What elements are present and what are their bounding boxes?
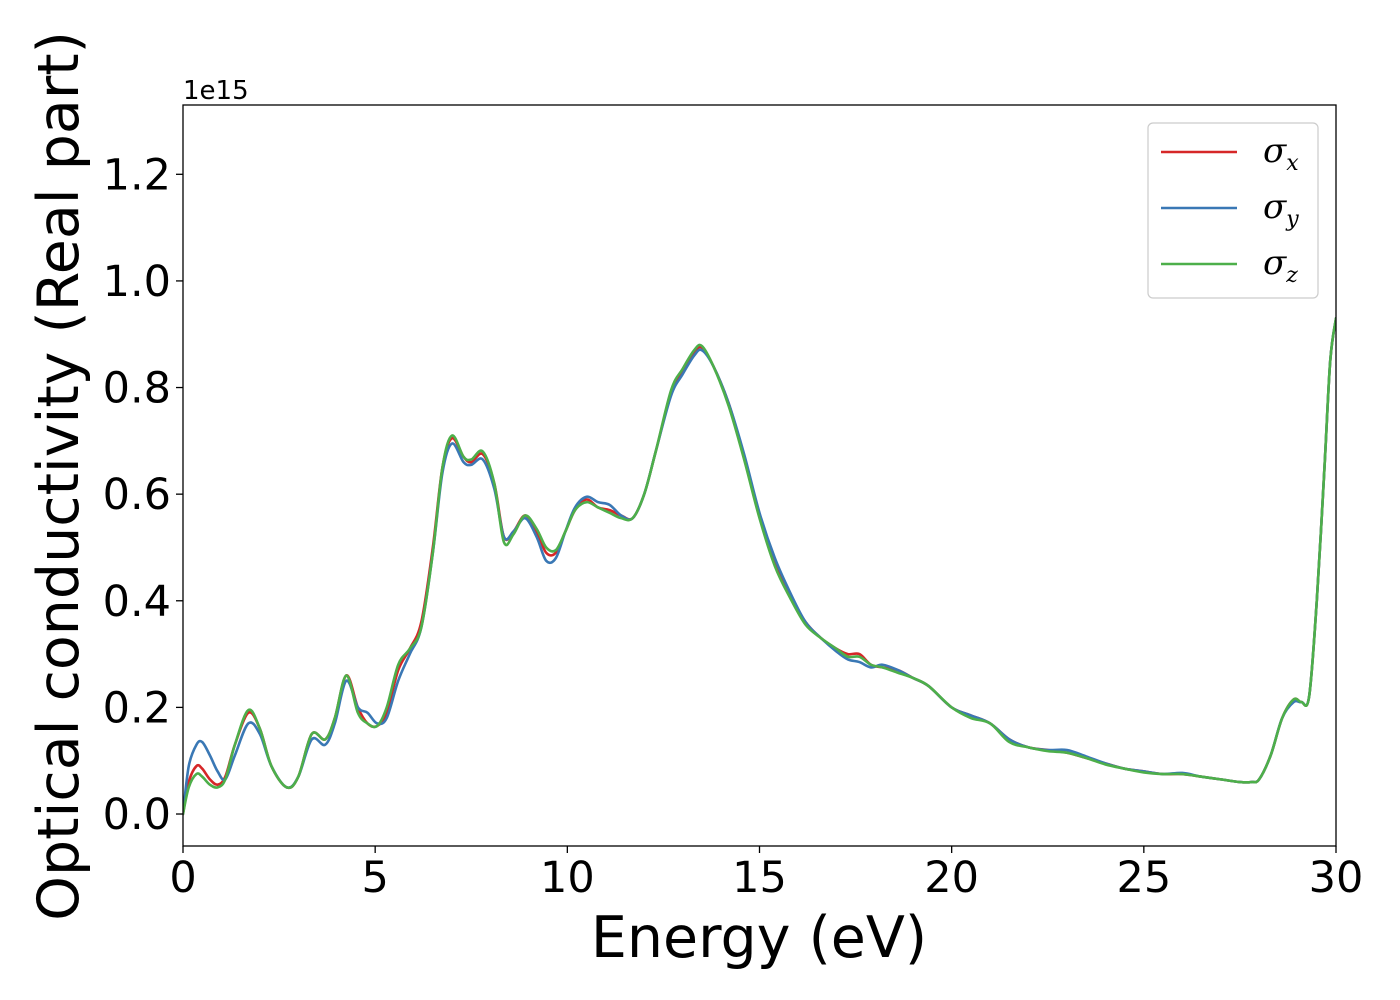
legend-label-symbol: σ	[1263, 187, 1287, 227]
x-tick-label: 10	[540, 853, 595, 903]
series-layer	[183, 316, 1336, 816]
legend-label-subscript: z	[1285, 263, 1298, 288]
x-tick-label: 15	[732, 853, 787, 903]
x-tick-label: 20	[924, 853, 979, 903]
legend-label-subscript: x	[1286, 151, 1299, 176]
y-tick-label: 1.2	[103, 150, 171, 200]
legend-label-y: σy	[1263, 187, 1299, 232]
series-line-z	[183, 316, 1336, 816]
y-axis-title: Optical conductivity (Real part)	[26, 31, 92, 921]
x-axis-title: Energy (eV)	[591, 905, 927, 971]
y-tick-label: 1.0	[103, 257, 171, 307]
x-tick-label: 25	[1116, 853, 1171, 903]
x-tick-label: 5	[361, 853, 388, 903]
y-tick-label: 0.8	[103, 364, 171, 414]
x-axis: 0 5 10 15 20 25 30	[169, 846, 1363, 903]
legend-label-symbol: σ	[1263, 131, 1287, 171]
legend-label-z: σz	[1263, 243, 1298, 288]
y-axis: 0.0 0.2 0.4 0.6 0.8 1.0 1.2	[103, 150, 183, 840]
y-tick-label: 0.6	[103, 470, 171, 520]
y-tick-label: 0.0	[103, 790, 171, 840]
legend-label-x: σx	[1263, 131, 1299, 176]
legend-label-symbol: σ	[1263, 243, 1287, 283]
x-tick-label: 30	[1309, 853, 1364, 903]
x-tick-label: 0	[169, 853, 196, 903]
y-offset-text: 1e15	[183, 76, 249, 106]
y-tick-label: 0.4	[103, 577, 171, 627]
legend-label-subscript: y	[1285, 207, 1299, 232]
y-tick-label: 0.2	[103, 683, 171, 733]
legend-frame	[1147, 122, 1319, 299]
